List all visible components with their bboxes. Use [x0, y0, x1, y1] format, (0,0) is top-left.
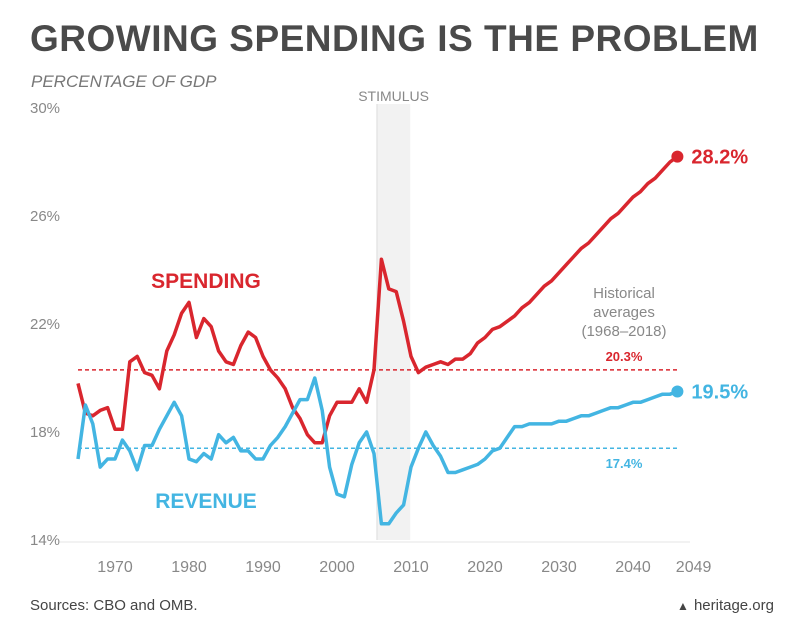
- chart-title: GROWING SPENDING IS THE PROBLEM: [30, 18, 759, 59]
- x-tick-label: 2030: [541, 559, 577, 576]
- revenue-average-label: 17.4%: [606, 456, 643, 471]
- brand-credit: ▲ heritage.org: [677, 597, 774, 614]
- y-tick-label: 14%: [30, 532, 60, 549]
- x-tick-label: 1990: [245, 559, 281, 576]
- y-axis-label: PERCENTAGE OF GDP: [31, 72, 217, 91]
- brand-label: heritage.org: [693, 597, 774, 614]
- revenue-line: [76, 376, 678, 526]
- x-tick-label: 2000: [319, 559, 355, 576]
- x-tick-label: 1970: [97, 559, 133, 576]
- revenue-end-marker: [671, 385, 684, 398]
- revenue-end-label: 19.5%: [691, 382, 748, 404]
- spending-end-marker: [671, 150, 684, 163]
- historical-averages-note: averages: [593, 304, 655, 321]
- spending-series-label: SPENDING: [151, 270, 261, 293]
- x-tick-label: 1980: [171, 559, 207, 576]
- y-tick-label: 18%: [30, 424, 60, 441]
- sources-note: Sources: CBO and OMB.: [30, 597, 198, 614]
- spending-average-label: 20.3%: [606, 349, 643, 364]
- spending-end-label: 28.2%: [691, 147, 748, 169]
- historical-averages-note: Historical: [593, 285, 655, 302]
- stimulus-label: STIMULUS: [358, 88, 429, 104]
- revenue-series-label: REVENUE: [155, 490, 257, 513]
- historical-averages-note: (1968–2018): [581, 323, 666, 340]
- x-tick-label: 2010: [393, 559, 429, 576]
- x-tick-label: 2020: [467, 559, 503, 576]
- x-tick-label: 2040: [615, 559, 651, 576]
- liberty-bell-icon: ▲: [677, 599, 689, 613]
- x-tick-label: 2049: [676, 559, 712, 576]
- y-tick-label: 22%: [30, 316, 60, 333]
- spending-line: [76, 155, 679, 445]
- y-tick-label: 26%: [30, 208, 60, 225]
- y-tick-label: 30%: [30, 100, 60, 117]
